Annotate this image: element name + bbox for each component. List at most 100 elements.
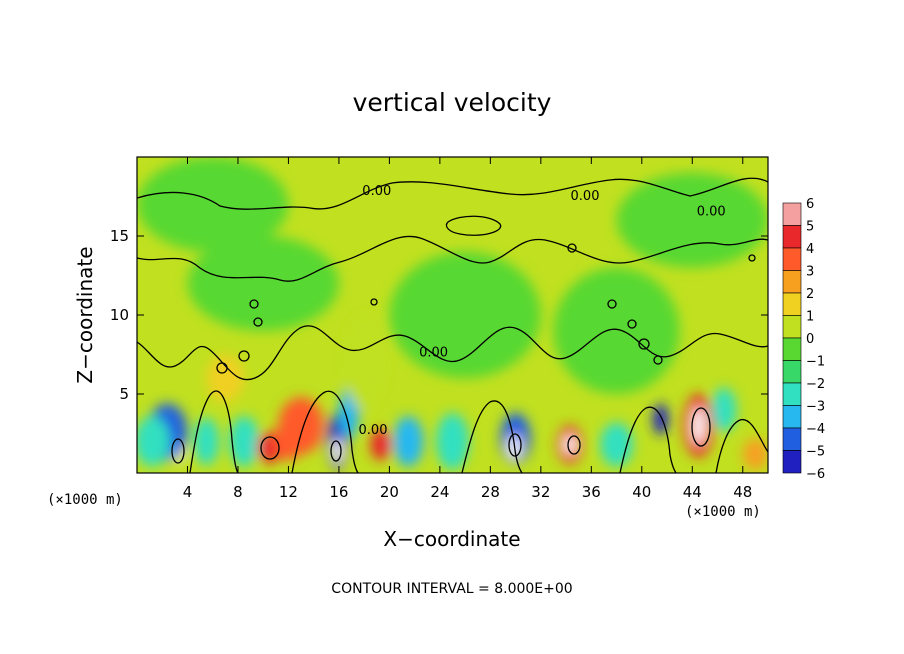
colorbar-swatch xyxy=(782,202,802,226)
x-tick-label: 28 xyxy=(481,483,500,501)
colorbar-label: −6 xyxy=(806,467,825,482)
colorbar-swatch xyxy=(782,292,802,316)
field-feature-22 xyxy=(711,387,737,432)
colorbar-swatch xyxy=(782,337,802,361)
field-feature-12 xyxy=(393,416,424,467)
colorbar-label: 4 xyxy=(806,242,814,257)
contour-zero-upper xyxy=(137,177,768,210)
colorbar-swatch xyxy=(782,270,802,294)
colorbar-swatch xyxy=(782,405,802,429)
y-ticks: 5 10 15 xyxy=(110,227,768,403)
field-feature-24 xyxy=(206,354,245,402)
x-tick-label: 16 xyxy=(329,483,348,501)
x-axis-label: X−coordinate xyxy=(383,527,520,551)
contour-label-2: 0.00 xyxy=(697,205,726,220)
field-feature-28 xyxy=(187,236,339,331)
x-tick-label: 44 xyxy=(683,483,702,501)
contour-label-0: 0.00 xyxy=(362,184,391,199)
contour-lines xyxy=(137,177,768,473)
contour-downdraft-30 xyxy=(508,433,522,457)
contour-cell-10 xyxy=(370,298,378,306)
contour-downdraft-16 xyxy=(330,440,342,462)
field-feature-30 xyxy=(137,157,289,252)
contour-cell-12 xyxy=(445,215,502,236)
contour-cell-4 xyxy=(216,362,228,374)
contour-labels: 0.00 0.00 0.00 0.00 0.00 xyxy=(359,184,726,438)
colorbar-swatch xyxy=(782,360,802,384)
colorbar-swatch xyxy=(782,225,802,249)
chart-title: vertical velocity xyxy=(353,88,552,117)
contour-downdraft-3 xyxy=(171,438,185,464)
x-unit-left: (×1000 m) xyxy=(47,492,123,508)
x-tick-label: 24 xyxy=(430,483,449,501)
contour-cell-6 xyxy=(627,319,637,329)
colorbar-swatch xyxy=(782,315,802,339)
contour-zero-mid xyxy=(137,235,768,282)
contour-zero-lower xyxy=(137,325,768,381)
field-feature-11 xyxy=(370,428,391,461)
x-ticks: 4 8 12 16 20 24 28 32 36 40 44 48 xyxy=(183,157,752,501)
contour-interval-note: CONTOUR INTERVAL = 8.000E+00 xyxy=(331,581,572,597)
field-feature-13 xyxy=(436,412,469,470)
contour-cell-8 xyxy=(653,355,663,365)
contour-updraft-10 xyxy=(260,436,280,460)
colorbar-label: −5 xyxy=(806,445,825,460)
contour-updraft-34 xyxy=(567,435,581,455)
contour-cell-11 xyxy=(748,254,756,262)
x-unit-right: (×1000 m) xyxy=(685,504,761,520)
field-feature-3 xyxy=(193,417,220,466)
x-tick-label: 20 xyxy=(380,483,399,501)
y-axis-label: Z−coordinate xyxy=(73,246,97,383)
contour-strip-c xyxy=(461,400,523,473)
field-feature-21 xyxy=(692,406,705,445)
field-feature-27 xyxy=(553,267,680,394)
field-feature-18 xyxy=(600,422,633,467)
y-tick-label: 10 xyxy=(110,306,129,324)
contour-label-1: 0.00 xyxy=(571,189,600,204)
x-tick-label: 32 xyxy=(531,483,550,501)
contour-label-3: 0.00 xyxy=(419,345,448,360)
contour-strip-e xyxy=(715,419,768,473)
colorbar: 6 5 4 3 2 1 0 −1 −2 −3 −4 −5 −6 xyxy=(782,197,825,482)
colorbar-label: 6 xyxy=(806,197,814,212)
contour-cell-9 xyxy=(567,243,577,253)
colorbar-swatch xyxy=(782,450,802,474)
colorbar-label: 3 xyxy=(806,265,814,280)
field-feature-17 xyxy=(563,435,577,455)
contour-cell-1 xyxy=(249,299,259,309)
colorbar-label: 2 xyxy=(806,287,814,302)
x-tick-label: 4 xyxy=(183,483,193,501)
field-feature-4 xyxy=(229,416,260,467)
contour-strip-d xyxy=(619,406,677,473)
x-tick-label: 40 xyxy=(632,483,651,501)
x-tick-label: 8 xyxy=(233,483,243,501)
contour-cell-5 xyxy=(607,299,617,309)
colorbar-swatch xyxy=(782,427,802,451)
contour-updraft-44 xyxy=(691,407,711,447)
colorbar-label: −2 xyxy=(806,377,825,392)
field-feature-2 xyxy=(137,416,170,467)
contour-strip-b xyxy=(291,390,359,473)
y-tick-label: 5 xyxy=(119,385,129,403)
velocity-field: 0.00 0.00 0.00 0.00 0.00 xyxy=(137,157,768,473)
contour-cell-3 xyxy=(238,350,250,362)
contour-label-4: 0.00 xyxy=(359,423,388,438)
field-feature-23 xyxy=(742,438,768,470)
contour-strip-a xyxy=(189,390,239,473)
field-feature-26 xyxy=(389,251,541,379)
colorbar-label: 1 xyxy=(806,310,814,325)
y-tick-label: 15 xyxy=(110,227,129,245)
x-tick-label: 36 xyxy=(582,483,601,501)
contour-cell-2 xyxy=(253,317,263,327)
colorbar-label: 0 xyxy=(806,332,814,347)
field-feature-25 xyxy=(343,315,385,410)
colorbar-label: −3 xyxy=(806,400,825,415)
contour-cell-7 xyxy=(638,338,650,350)
colorbar-label: 5 xyxy=(806,220,814,235)
x-tick-label: 48 xyxy=(733,483,752,501)
colorbar-swatch xyxy=(782,247,802,271)
field-feature-29 xyxy=(616,172,768,268)
colorbar-swatch xyxy=(782,382,802,406)
x-tick-label: 12 xyxy=(279,483,298,501)
